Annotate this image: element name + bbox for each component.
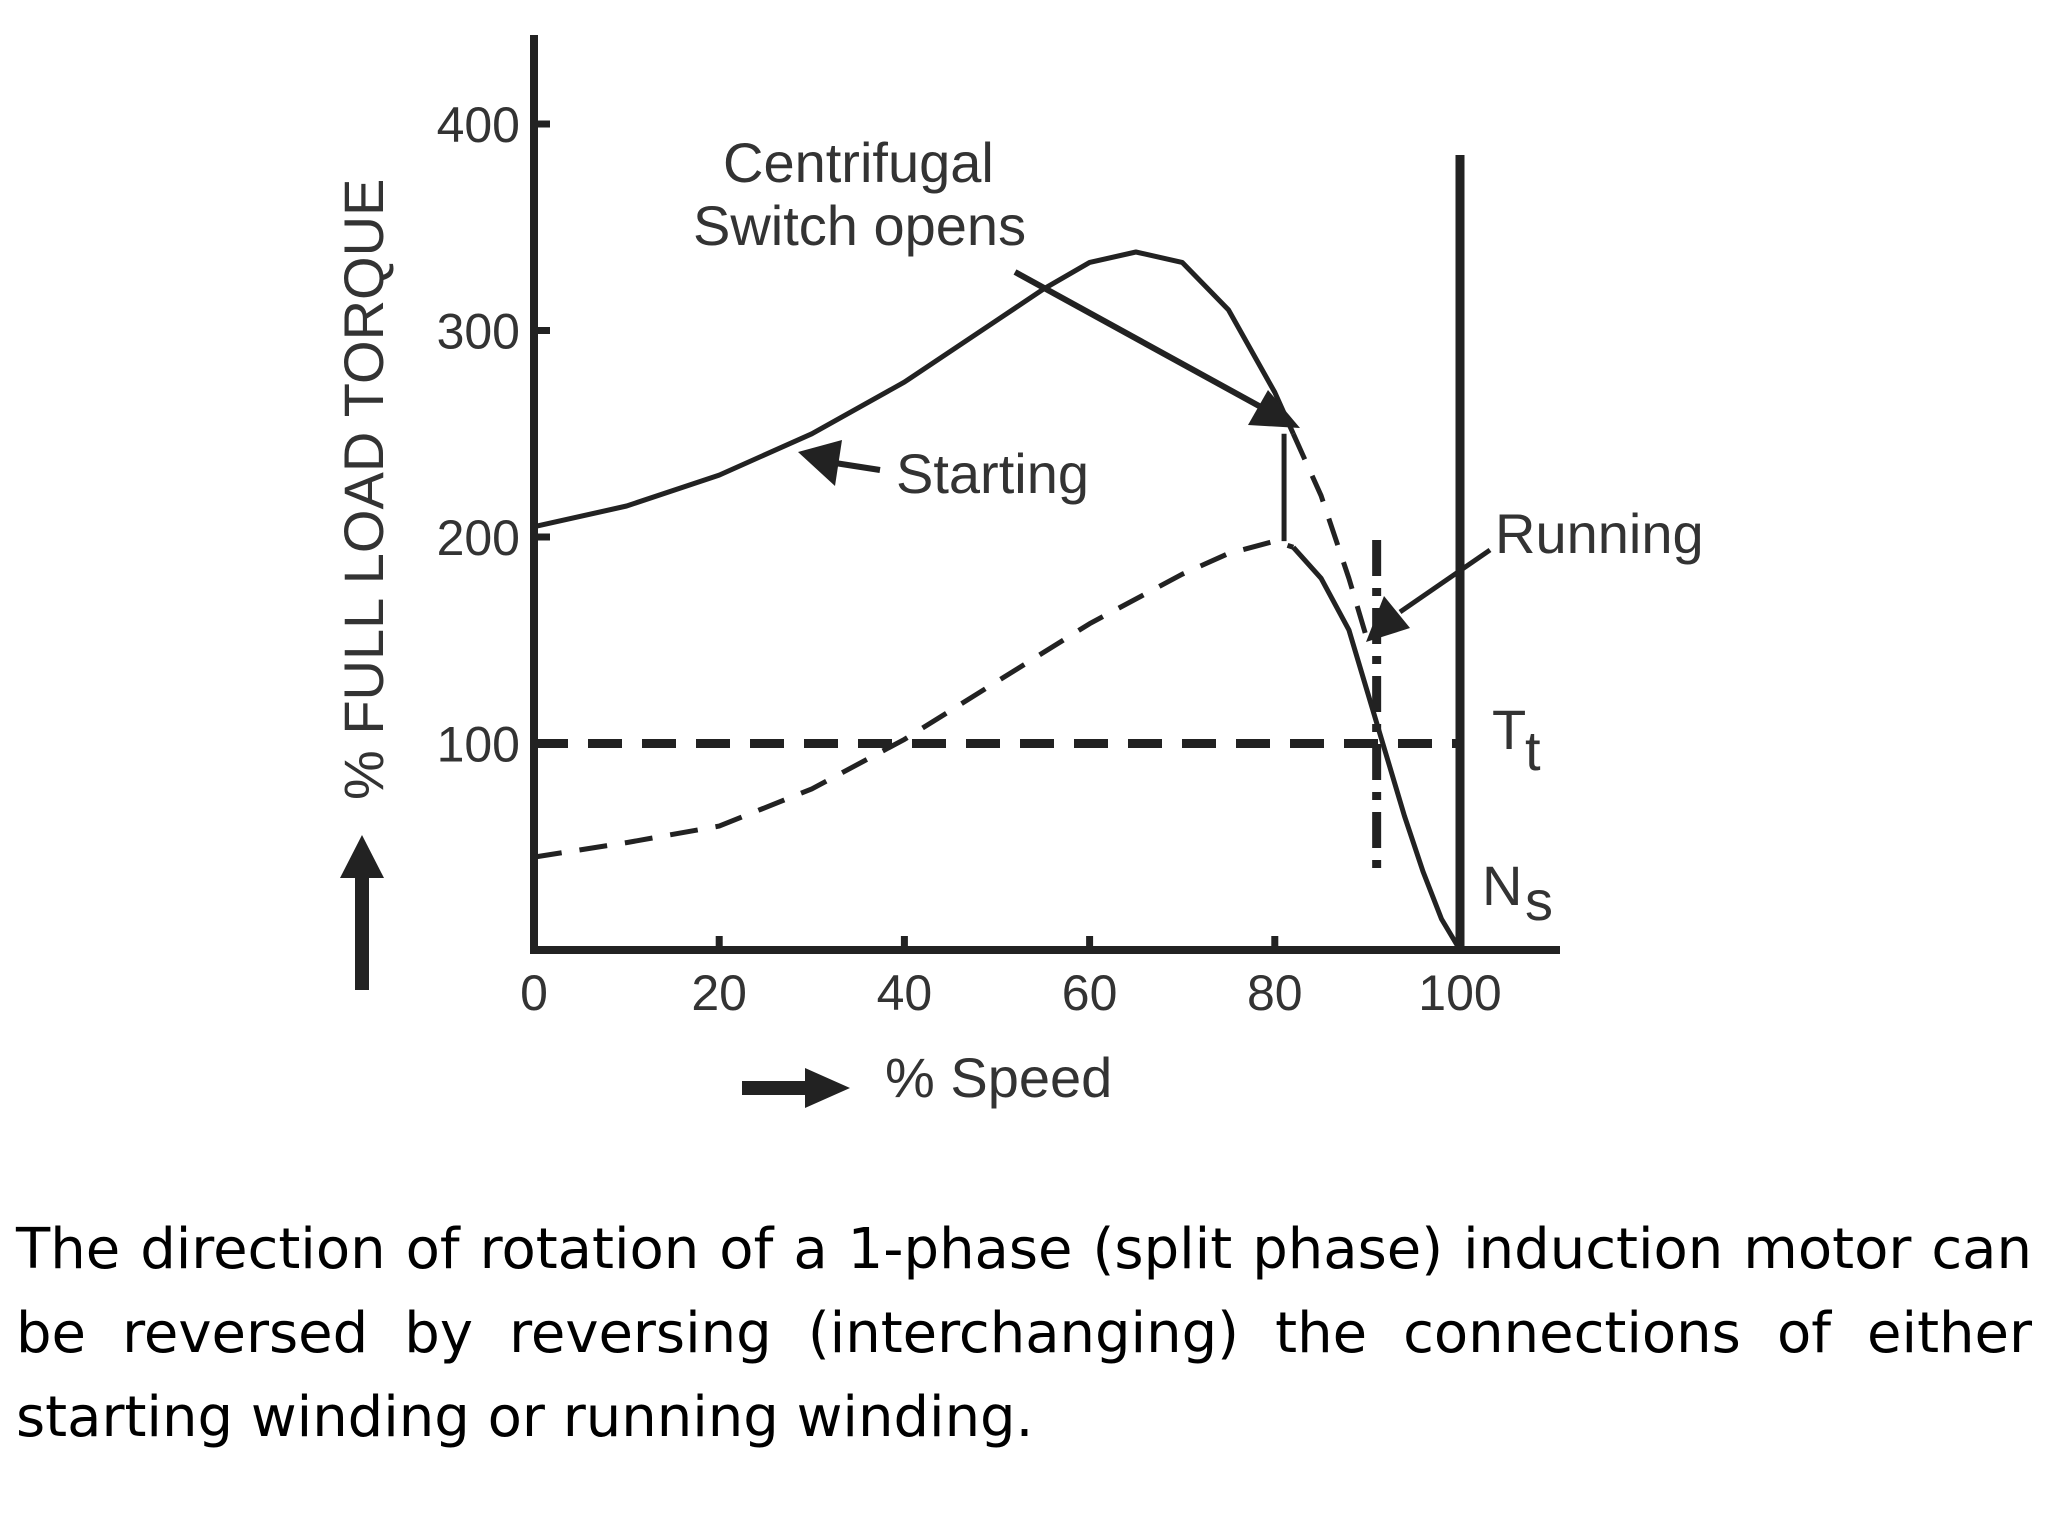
switch-opens-arrow bbox=[1013, 269, 1272, 415]
y-tick-label: 200 bbox=[437, 510, 520, 566]
y-axis-direction-arrow bbox=[340, 835, 384, 990]
torque-speed-chart: 0 20 40 60 80 100 100 200 300 400 % FULL LOAD TOR… bbox=[332, 35, 1704, 1109]
series-line-1 bbox=[1291, 432, 1370, 642]
x-axis-title: % Speed bbox=[885, 1046, 1112, 1109]
series-line-3 bbox=[1291, 545, 1463, 952]
label-ns-subscript: s bbox=[1525, 869, 1553, 932]
y-axis-title: % FULL LOAD TORQUE bbox=[332, 179, 395, 800]
label-ns: N bbox=[1482, 854, 1522, 917]
x-tick-label: 100 bbox=[1418, 965, 1501, 1021]
x-tick-label: 20 bbox=[691, 965, 747, 1021]
starting-arrow bbox=[834, 460, 881, 473]
caption-text: The direction of rotation of a 1-phase (… bbox=[16, 1217, 2032, 1450]
x-tick-label: 40 bbox=[877, 965, 933, 1021]
curves bbox=[533, 155, 1465, 952]
annotation-centrifugal: Centrifugal bbox=[723, 131, 994, 194]
label-tt: T bbox=[1492, 698, 1526, 761]
annotation-switch-opens: Switch opens bbox=[693, 194, 1026, 257]
y-tick-label: 300 bbox=[437, 304, 520, 360]
annotation-running: Running bbox=[1495, 502, 1704, 565]
running-arrowhead bbox=[1366, 596, 1410, 642]
x-axis-direction-arrow bbox=[742, 1068, 850, 1108]
tick-labels: 0 20 40 60 80 100 100 200 300 400 bbox=[437, 97, 1502, 1021]
annotation-arrows bbox=[798, 269, 1492, 642]
x-tick-label: 0 bbox=[520, 965, 548, 1021]
x-tick-label: 60 bbox=[1062, 965, 1118, 1021]
running-arrow bbox=[1398, 547, 1492, 615]
x-tick-label: 80 bbox=[1247, 965, 1303, 1021]
y-tick-label: 100 bbox=[437, 717, 520, 773]
annotation-starting: Starting bbox=[896, 442, 1089, 505]
starting-arrowhead bbox=[798, 440, 842, 486]
label-tt-subscript: t bbox=[1525, 719, 1541, 782]
series-line-2 bbox=[533, 538, 1295, 860]
y-tick-label: 400 bbox=[437, 97, 520, 153]
switch-opens-arrowhead bbox=[1248, 390, 1300, 428]
